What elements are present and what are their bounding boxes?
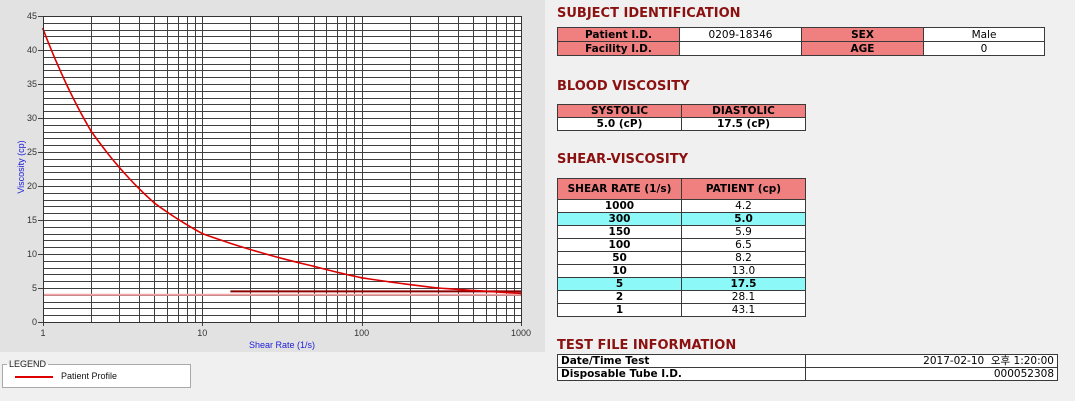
patient-id-label: Patient I.D. <box>557 27 680 42</box>
y-tick-label: 0 <box>32 317 37 327</box>
shear-rate-cell: 150 <box>557 225 682 239</box>
patient-viscosity-cell: 13.0 <box>681 264 806 278</box>
subject-row: Facility I.D. AGE 0 <box>557 41 1045 56</box>
shear-table-row: 1 43.1 <box>557 303 806 317</box>
sex-label: SEX <box>801 27 924 42</box>
plot-area <box>43 16 521 322</box>
blood-viscosity-header-row: SYSTOLIC DIASTOLIC <box>557 104 806 118</box>
section-heading-subject-identification: SUBJECT IDENTIFICATION <box>557 6 741 21</box>
patient-viscosity-cell: 17.5 <box>681 277 806 291</box>
shear-table-row: 10 13.0 <box>557 264 806 278</box>
y-tick-label: 10 <box>27 249 37 259</box>
patient-viscosity-cell: 28.1 <box>681 290 806 304</box>
x-tick-label: 1 <box>40 328 45 338</box>
shear-table-body: 1000 4.2 300 5.0 150 5.9 100 6.5 50 8.2 10 13.0 5 17.… <box>557 199 806 317</box>
y-tick-label: 30 <box>27 113 37 123</box>
y-tick-label: 5 <box>32 283 37 293</box>
chart-panel: 0 5 10 15 20 25 30 35 40 45 1 10 100 1000 Shear Rate (… <box>0 0 545 352</box>
patient-viscosity-cell: 5.9 <box>681 225 806 239</box>
facility-id-label: Facility I.D. <box>557 41 680 56</box>
shear-rate-cell: 1000 <box>557 199 682 213</box>
shear-table-row: 300 5.0 <box>557 212 806 226</box>
viscosity-chart: 0 5 10 15 20 25 30 35 40 45 1 10 100 1000 Shear Rate (… <box>16 11 531 350</box>
y-tick-label: 35 <box>27 79 37 89</box>
x-tick-label: 10 <box>197 328 207 338</box>
patient-viscosity-cell: 5.0 <box>681 212 806 226</box>
plot-border <box>43 16 522 323</box>
section-heading-test-file-information: TEST FILE INFORMATION <box>557 338 737 353</box>
diastolic-value: 17.5 (cP) <box>681 117 806 131</box>
shear-table-row: 1000 4.2 <box>557 199 806 213</box>
shear-table-row: 100 6.5 <box>557 238 806 252</box>
diastolic-label: DIASTOLIC <box>681 104 806 118</box>
y-tick-label: 20 <box>27 181 37 191</box>
data-point <box>312 265 315 268</box>
data-point <box>153 202 156 204</box>
systolic-value: 5.0 (cP) <box>557 117 682 131</box>
date-time-value: 2017-02-10 오후 1:20:00 <box>805 354 1058 368</box>
shear-rate-cell: 5 <box>557 277 682 291</box>
x-tick-label: 100 <box>354 328 369 338</box>
age-value: 0 <box>923 41 1045 56</box>
data-point <box>388 280 391 283</box>
x-axis-label: Shear Rate (1/s) <box>249 340 315 350</box>
shear-rate-cell: 100 <box>557 238 682 252</box>
shear-viscosity-table: SHEAR RATE (1/s) PATIENT (cp) 1000 4.2 300… <box>557 178 806 317</box>
shear-table-row: 150 5.9 <box>557 225 806 239</box>
shear-rate-cell: 10 <box>557 264 682 278</box>
shear-rate-cell: 300 <box>557 212 682 226</box>
section-heading-blood-viscosity: BLOOD VISCOSITY <box>557 79 690 94</box>
data-point <box>360 276 363 279</box>
age-label: AGE <box>801 41 924 56</box>
tube-id-label: Disposable Tube I.D. <box>557 367 806 381</box>
patient-viscosity-cell: 6.5 <box>681 238 806 252</box>
blood-viscosity-value-row: 5.0 (cP) 17.5 (cP) <box>557 117 806 131</box>
legend-title: LEGEND <box>7 359 49 370</box>
tube-id-value: 000052308 <box>805 367 1058 381</box>
sex-value: Male <box>923 27 1045 42</box>
shear-table-row: 5 17.5 <box>557 277 806 291</box>
patient-viscosity-cell: 4.2 <box>681 199 806 213</box>
patient-id-value: 0209-18346 <box>679 27 802 42</box>
y-tick-label: 25 <box>27 147 37 157</box>
patient-viscosity-cell: 8.2 <box>681 251 806 265</box>
x-tick-label: 1000 <box>511 328 531 338</box>
grid <box>43 16 521 322</box>
y-tick-label: 45 <box>27 11 37 21</box>
shear-rate-cell: 1 <box>557 303 682 317</box>
legend-line-sample <box>15 376 53 378</box>
shear-table-header-row: SHEAR RATE (1/s) PATIENT (cp) <box>557 178 806 200</box>
blood-viscosity-table: SYSTOLIC DIASTOLIC 5.0 (cP) 17.5 (cP) <box>557 104 806 131</box>
shear-rate-cell: 50 <box>557 251 682 265</box>
test-file-table: Date/Time Test 2017-02-10 오후 1:20:00 Dis… <box>557 354 1058 381</box>
shear-rate-column-header: SHEAR RATE (1/s) <box>557 178 682 200</box>
shear-rate-cell: 2 <box>557 290 682 304</box>
tick-marks <box>38 16 522 326</box>
y-axis-label: Viscosity (cp) <box>16 140 26 193</box>
systolic-label: SYSTOLIC <box>557 104 682 118</box>
test-file-row: Date/Time Test 2017-02-10 오후 1:20:00 <box>557 354 1058 368</box>
data-point <box>201 232 204 235</box>
test-file-row: Disposable Tube I.D. 000052308 <box>557 367 1058 381</box>
y-tick-label: 15 <box>27 215 37 225</box>
subject-table: Patient I.D. 0209-18346 SEX Male Facilit… <box>557 27 1045 56</box>
legend-entry-label: Patient Profile <box>61 371 118 381</box>
shear-table-row: 50 8.2 <box>557 251 806 265</box>
y-tick-label: 40 <box>27 45 37 55</box>
facility-id-value <box>679 41 802 56</box>
data-point <box>89 129 92 132</box>
date-time-label: Date/Time Test <box>557 354 806 368</box>
patient-viscosity-cell: 43.1 <box>681 303 806 317</box>
legend: LEGEND Patient Profile <box>2 359 191 388</box>
section-heading-shear-viscosity: SHEAR-VISCOSITY <box>557 152 688 167</box>
subject-row: Patient I.D. 0209-18346 SEX Male <box>557 27 1045 42</box>
shear-table-row: 2 28.1 <box>557 290 806 304</box>
patient-column-header: PATIENT (cp) <box>681 178 806 200</box>
data-point <box>436 287 439 289</box>
